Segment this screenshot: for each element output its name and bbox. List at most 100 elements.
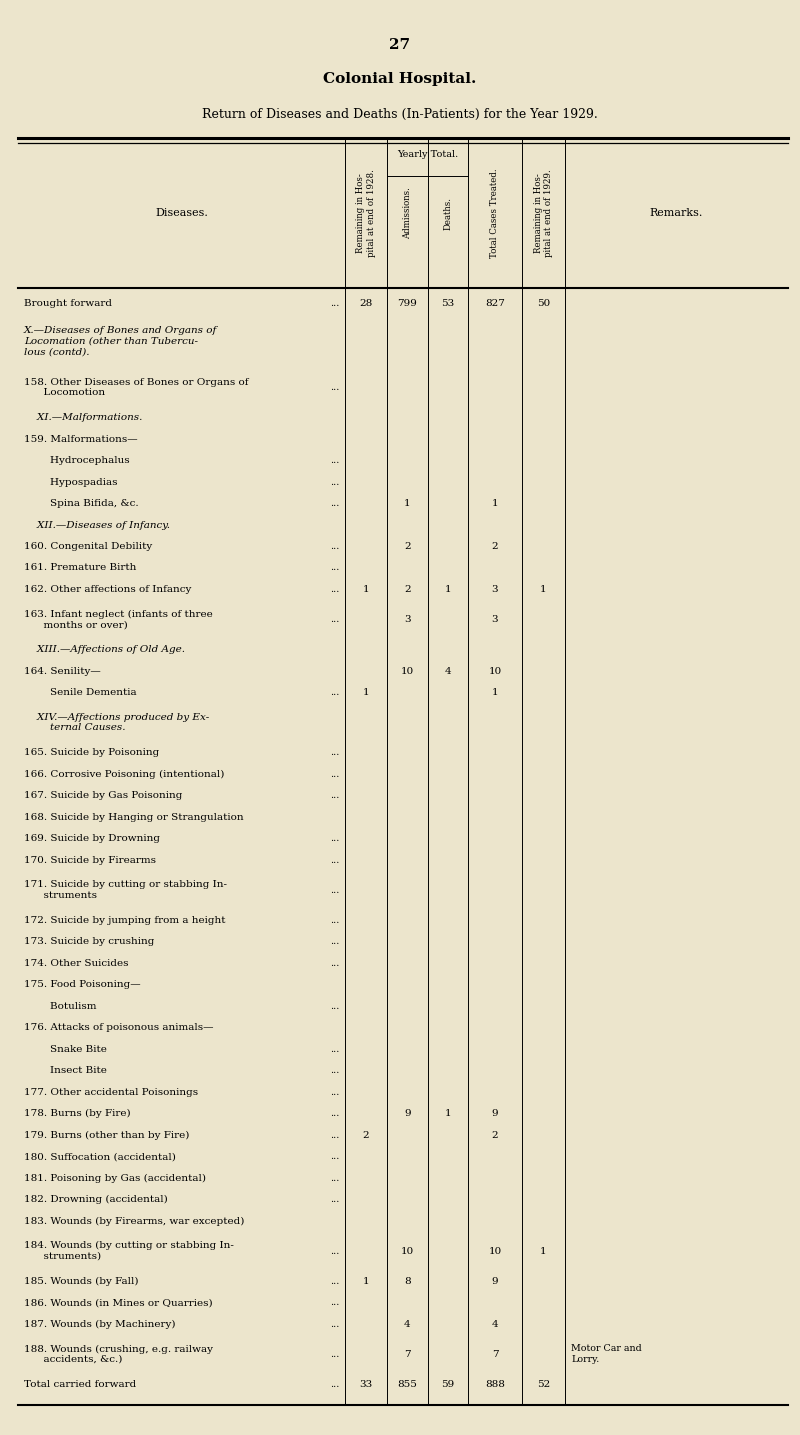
- Text: Brought forward: Brought forward: [24, 300, 112, 309]
- Text: 164. Senility—: 164. Senility—: [24, 667, 101, 676]
- Text: 59: 59: [442, 1380, 454, 1389]
- Text: ...: ...: [330, 1350, 339, 1359]
- Text: ...: ...: [330, 383, 339, 392]
- Text: 2: 2: [404, 585, 411, 594]
- Text: 1: 1: [362, 687, 370, 697]
- Text: 7: 7: [404, 1350, 411, 1359]
- Text: Senile Dementia: Senile Dementia: [24, 687, 137, 697]
- Text: 185. Wounds (by Fall): 185. Wounds (by Fall): [24, 1277, 138, 1286]
- Text: 1: 1: [540, 1247, 547, 1256]
- Text: Yearly Total.: Yearly Total.: [397, 151, 458, 159]
- Text: ...: ...: [330, 959, 339, 967]
- Text: 10: 10: [401, 1247, 414, 1256]
- Text: 9: 9: [492, 1109, 498, 1118]
- Text: ...: ...: [330, 916, 339, 924]
- Text: ...: ...: [330, 1066, 339, 1075]
- Text: ...: ...: [330, 1320, 339, 1329]
- Text: ...: ...: [330, 834, 339, 844]
- Text: 158. Other Diseases of Bones or Organs of
      Locomotion: 158. Other Diseases of Bones or Organs o…: [24, 377, 249, 397]
- Text: 171. Suicide by cutting or stabbing In-
      struments: 171. Suicide by cutting or stabbing In- …: [24, 881, 227, 900]
- Text: 53: 53: [442, 300, 454, 309]
- Text: 4: 4: [404, 1320, 411, 1329]
- Text: 179. Burns (other than by Fire): 179. Burns (other than by Fire): [24, 1131, 190, 1139]
- Text: Botulism: Botulism: [24, 1002, 97, 1010]
- Text: ...: ...: [330, 687, 339, 697]
- Text: 184. Wounds (by cutting or stabbing In-
      struments): 184. Wounds (by cutting or stabbing In- …: [24, 1241, 234, 1261]
- Text: 7: 7: [492, 1350, 498, 1359]
- Text: 2: 2: [492, 542, 498, 551]
- Text: 33: 33: [359, 1380, 373, 1389]
- Text: XIII.—Affections of Old Age.: XIII.—Affections of Old Age.: [24, 646, 185, 654]
- Text: 1: 1: [362, 585, 370, 594]
- Text: Snake Bite: Snake Bite: [24, 1045, 107, 1053]
- Text: ...: ...: [330, 937, 339, 946]
- Text: 52: 52: [537, 1380, 550, 1389]
- Text: XI.—Malformations.: XI.—Malformations.: [24, 413, 142, 422]
- Text: 168. Suicide by Hanging or Strangulation: 168. Suicide by Hanging or Strangulation: [24, 812, 244, 822]
- Text: ...: ...: [330, 1088, 339, 1096]
- Text: 180. Suffocation (accidental): 180. Suffocation (accidental): [24, 1152, 176, 1161]
- Text: ...: ...: [330, 1299, 339, 1307]
- Text: Return of Diseases and Deaths (In-Patients) for the Year 1929.: Return of Diseases and Deaths (In-Patien…: [202, 108, 598, 121]
- Text: 10: 10: [401, 667, 414, 676]
- Text: Total Cases Treated.: Total Cases Treated.: [490, 168, 499, 258]
- Text: 169. Suicide by Drowning: 169. Suicide by Drowning: [24, 834, 160, 844]
- Text: ...: ...: [330, 1045, 339, 1053]
- Text: Spina Bifida, &c.: Spina Bifida, &c.: [24, 499, 138, 508]
- Text: Hydrocephalus: Hydrocephalus: [24, 456, 130, 465]
- Text: ...: ...: [330, 585, 339, 594]
- Text: ...: ...: [330, 1247, 339, 1256]
- Text: 1: 1: [445, 585, 451, 594]
- Text: 160. Congenital Debility: 160. Congenital Debility: [24, 542, 152, 551]
- Text: 175. Food Poisoning—: 175. Food Poisoning—: [24, 980, 141, 989]
- Text: ...: ...: [330, 791, 339, 801]
- Text: Total carried forward: Total carried forward: [24, 1380, 136, 1389]
- Text: ...: ...: [330, 1109, 339, 1118]
- Text: X.—Diseases of Bones and Organs of
Locomation (other than Tubercu-
lous (contd).: X.—Diseases of Bones and Organs of Locom…: [24, 326, 218, 356]
- Text: 162. Other affections of Infancy: 162. Other affections of Infancy: [24, 585, 191, 594]
- Text: 1: 1: [404, 499, 411, 508]
- Text: 182. Drowning (accidental): 182. Drowning (accidental): [24, 1195, 168, 1204]
- Text: 28: 28: [359, 300, 373, 309]
- Text: 187. Wounds (by Machinery): 187. Wounds (by Machinery): [24, 1320, 175, 1329]
- Text: ...: ...: [330, 300, 339, 309]
- Text: ...: ...: [330, 1277, 339, 1286]
- Text: 3: 3: [404, 616, 411, 624]
- Text: 27: 27: [390, 37, 410, 52]
- Text: ...: ...: [330, 1131, 339, 1139]
- Text: Hypospadias: Hypospadias: [24, 478, 118, 486]
- Text: Admissions.: Admissions.: [403, 187, 412, 240]
- Text: 166. Corrosive Poisoning (intentional): 166. Corrosive Poisoning (intentional): [24, 769, 224, 779]
- Text: ...: ...: [330, 1195, 339, 1204]
- Text: 1: 1: [540, 585, 547, 594]
- Text: ...: ...: [330, 769, 339, 779]
- Text: 10: 10: [488, 667, 502, 676]
- Text: 188. Wounds (crushing, e.g. railway
      accidents, &c.): 188. Wounds (crushing, e.g. railway acci…: [24, 1345, 213, 1363]
- Text: ...: ...: [330, 885, 339, 894]
- Text: ...: ...: [330, 499, 339, 508]
- Text: 1: 1: [492, 499, 498, 508]
- Text: 173. Suicide by crushing: 173. Suicide by crushing: [24, 937, 154, 946]
- Text: 4: 4: [492, 1320, 498, 1329]
- Text: 177. Other accidental Poisonings: 177. Other accidental Poisonings: [24, 1088, 198, 1096]
- Text: 827: 827: [485, 300, 505, 309]
- Text: 4: 4: [445, 667, 451, 676]
- Text: ...: ...: [330, 1152, 339, 1161]
- Text: 2: 2: [404, 542, 411, 551]
- Text: 3: 3: [492, 616, 498, 624]
- Text: Remaining in Hos-
pital at end of 1929.: Remaining in Hos- pital at end of 1929.: [534, 169, 554, 257]
- Text: ...: ...: [330, 748, 339, 758]
- Text: ...: ...: [330, 1380, 339, 1389]
- Text: 10: 10: [488, 1247, 502, 1256]
- Text: 799: 799: [398, 300, 418, 309]
- Text: 181. Poisoning by Gas (accidental): 181. Poisoning by Gas (accidental): [24, 1174, 206, 1182]
- Text: ...: ...: [330, 564, 339, 573]
- Text: ...: ...: [330, 855, 339, 865]
- Text: XII.—Diseases of Infancy.: XII.—Diseases of Infancy.: [24, 521, 170, 530]
- Text: 174. Other Suicides: 174. Other Suicides: [24, 959, 129, 967]
- Text: 170. Suicide by Firearms: 170. Suicide by Firearms: [24, 855, 156, 865]
- Text: Diseases.: Diseases.: [155, 208, 208, 218]
- Text: Colonial Hospital.: Colonial Hospital.: [323, 72, 477, 86]
- Text: 855: 855: [398, 1380, 418, 1389]
- Text: 9: 9: [404, 1109, 411, 1118]
